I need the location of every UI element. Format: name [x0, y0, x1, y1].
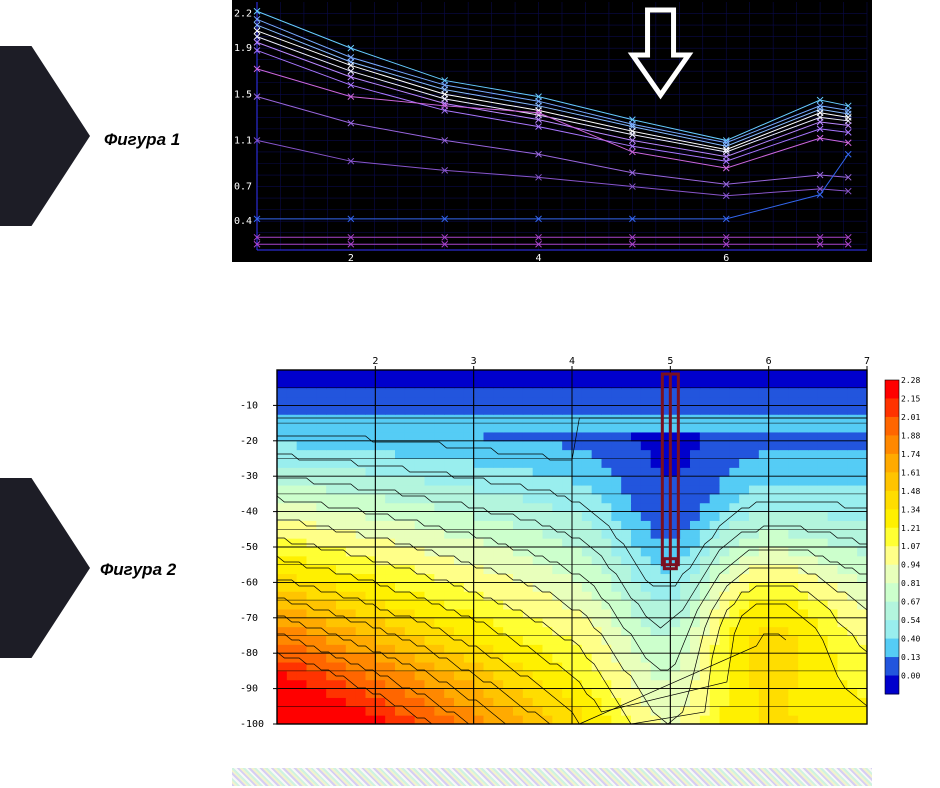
svg-text:-40: -40: [240, 507, 258, 518]
svg-text:0.67: 0.67: [901, 598, 920, 607]
svg-text:2: 2: [348, 253, 354, 262]
svg-text:1.48: 1.48: [901, 487, 920, 496]
svg-text:1.88: 1.88: [901, 431, 920, 440]
svg-text:4: 4: [536, 253, 542, 262]
svg-text:4: 4: [569, 356, 575, 367]
svg-text:0.13: 0.13: [901, 653, 920, 662]
svg-text:1.1: 1.1: [234, 135, 252, 146]
svg-text:1.21: 1.21: [901, 524, 920, 533]
svg-text:-20: -20: [240, 436, 258, 447]
pentagon-shape: [0, 46, 90, 226]
svg-text:-80: -80: [240, 648, 258, 659]
figure1-pointer: [0, 46, 90, 226]
svg-text:2.15: 2.15: [901, 394, 920, 403]
svg-text:1.74: 1.74: [901, 450, 920, 459]
figure1-label: Фигура 1: [104, 130, 180, 150]
svg-text:-30: -30: [240, 471, 258, 482]
svg-text:0.40: 0.40: [901, 635, 920, 644]
svg-text:-50: -50: [240, 542, 258, 553]
svg-text:2.2: 2.2: [234, 9, 252, 20]
svg-text:7: 7: [864, 356, 870, 367]
svg-text:0.54: 0.54: [901, 616, 920, 625]
svg-text:6: 6: [766, 356, 772, 367]
svg-text:2.01: 2.01: [901, 413, 920, 422]
decorative-strip: [232, 768, 872, 786]
svg-text:1.61: 1.61: [901, 468, 920, 477]
svg-text:5: 5: [667, 356, 673, 367]
svg-text:2: 2: [372, 356, 378, 367]
svg-text:3: 3: [471, 356, 477, 367]
svg-text:-60: -60: [240, 577, 258, 588]
svg-text:0.7: 0.7: [234, 182, 252, 193]
figure2-label: Фигура 2: [100, 560, 176, 580]
svg-text:-90: -90: [240, 684, 258, 695]
svg-text:0.81: 0.81: [901, 579, 920, 588]
svg-text:2.28: 2.28: [901, 376, 920, 385]
svg-text:-10: -10: [240, 400, 258, 411]
figure2-pointer: [0, 478, 90, 658]
svg-text:0.4: 0.4: [234, 216, 252, 227]
svg-text:1.5: 1.5: [234, 89, 252, 100]
svg-text:0.94: 0.94: [901, 561, 920, 570]
figure2-chart: 2 3 4 5 6 7 -10 -20 -30 -40 -50 -60 -70 -80 -90 -100 2.2…: [232, 352, 932, 732]
svg-text:1.34: 1.34: [901, 505, 920, 514]
svg-text:-70: -70: [240, 613, 258, 624]
svg-text:-100: -100: [240, 719, 264, 730]
svg-text:0.00: 0.00: [901, 672, 920, 681]
svg-text:6: 6: [723, 253, 729, 262]
pentagon-shape: [0, 478, 90, 658]
svg-text:1.07: 1.07: [901, 542, 920, 551]
svg-text:1.9: 1.9: [234, 43, 252, 54]
figure1-chart: 0.4 0.7 1.1 1.5 1.9 2.2 2 4 6: [232, 0, 872, 262]
